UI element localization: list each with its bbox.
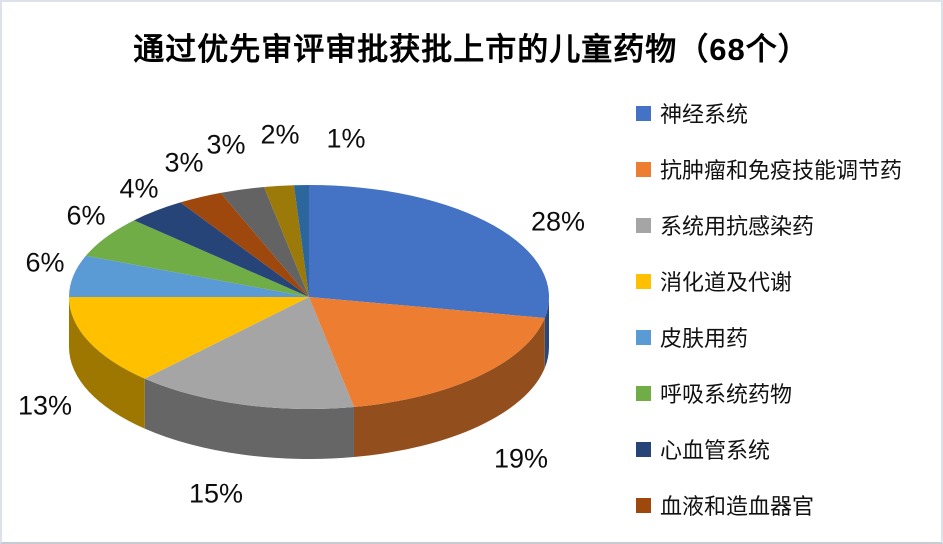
legend-label: 抗肿瘤和免疫技能调节药: [660, 158, 903, 183]
percent-label-0: 28%: [530, 206, 586, 237]
percent-label-10: 1%: [326, 123, 366, 154]
pie-slice-side-1: [353, 317, 545, 458]
pie-slice-10: [293, 185, 309, 297]
percent-label-8: 3%: [206, 129, 246, 160]
legend: 神经系统抗肿瘤和免疫技能调节药 系统用抗感染药 消化道及代谢 皮肤用药呼吸系统药物 心血…: [636, 98, 902, 520]
pie-slice-2: [144, 297, 354, 409]
legend-swatch-icon: [636, 105, 651, 121]
legend-item-2: 系统用抗感染药: [636, 210, 902, 240]
legend-swatch-icon: [636, 161, 651, 177]
legend-item-4: 皮肤用药: [636, 322, 902, 352]
legend-item-5: 呼吸系统药物: [636, 378, 902, 408]
percent-label-2: 15%: [188, 478, 244, 509]
legend-swatch-icon: [636, 441, 651, 457]
pie-slice-side-3: [69, 297, 145, 429]
pie-slice-4: [69, 255, 309, 297]
legend-item-3: 消化道及代谢: [636, 266, 902, 296]
percent-label-1: 19%: [493, 443, 549, 474]
percent-label-4: 6%: [25, 247, 65, 278]
pie-slice-side-0: [544, 297, 549, 368]
legend-swatch-icon: [636, 385, 651, 401]
percent-label-5: 6%: [66, 200, 106, 231]
pie-slice-0: [309, 185, 549, 318]
legend-label: 血液和造血器官: [660, 494, 815, 519]
legend-swatch-icon: [636, 217, 651, 233]
chart-title: 通过优先审评审批获批上市的儿童药物（68个）: [133, 32, 810, 67]
pie-slice-6: [134, 202, 309, 297]
percent-label-3: 13%: [17, 390, 73, 421]
pie-slice-7: [180, 192, 309, 297]
legend-label: 系统用抗感染药: [660, 214, 815, 239]
legend-label: 呼吸系统药物: [660, 382, 793, 407]
legend-item-6: 心血管系统: [636, 434, 902, 464]
pie-slice-9: [264, 185, 309, 297]
pie-slice-8: [220, 186, 309, 297]
percent-label-6: 4%: [119, 173, 159, 204]
percent-label-7: 3%: [164, 147, 204, 178]
percent-label-9: 2%: [260, 119, 300, 150]
legend-swatch-icon: [636, 273, 651, 289]
pie-slice-3: [69, 297, 309, 379]
legend-item-1: 抗肿瘤和免疫技能调节药: [636, 154, 902, 184]
legend-label: 心血管系统: [660, 438, 771, 463]
pie-slice-1: [309, 297, 545, 408]
pie-slice-side-2: [144, 378, 354, 460]
pie-slice-5: [85, 220, 310, 297]
legend-item-7: 血液和造血器官: [636, 490, 902, 520]
legend-label: 神经系统: [660, 102, 749, 127]
legend-swatch-icon: [636, 329, 651, 345]
legend-label: 皮肤用药: [660, 326, 749, 351]
legend-item-0: 神经系统: [636, 98, 902, 128]
legend-label: 消化道及代谢: [660, 270, 793, 295]
legend-swatch-icon: [636, 497, 651, 513]
